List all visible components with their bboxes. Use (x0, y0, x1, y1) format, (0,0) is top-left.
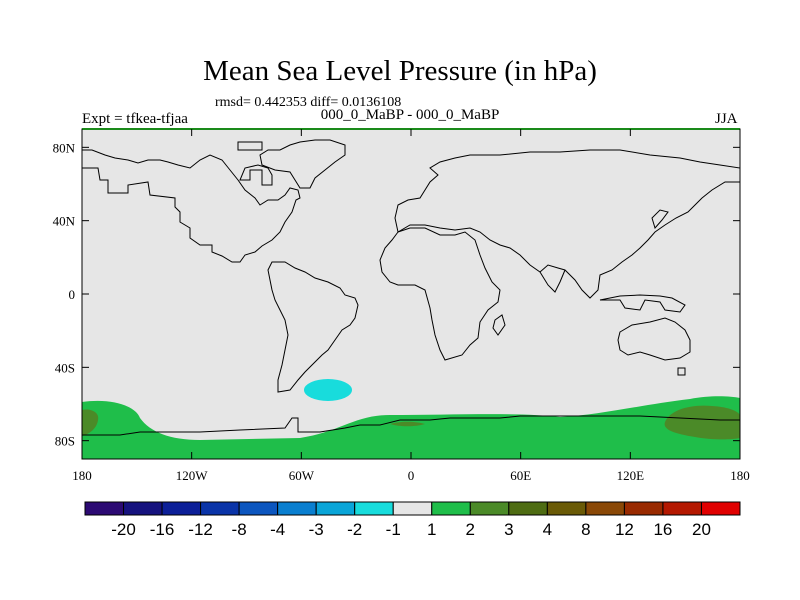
coast-maritime (599, 294, 686, 313)
y-tick-label: 40S (55, 360, 75, 375)
southern-ocean-anomaly-2to3 (82, 396, 740, 459)
colorbar-label: 1 (427, 520, 436, 539)
colorbar-swatch (315, 501, 356, 516)
colorbar-label: -8 (232, 520, 247, 539)
colorbar-swatch (84, 501, 125, 516)
period-label: 000_0_MaBP - 000_0_MaBP (320, 107, 500, 123)
colorbar-swatch (431, 501, 471, 516)
coast-australia (617, 317, 691, 361)
coast-antarctica (82, 415, 740, 436)
x-tick-label: 60E (510, 468, 531, 483)
colorbar-swatch (161, 501, 202, 516)
experiment-label: Expt = tfkea-tfjaa (82, 111, 188, 127)
colorbar-label: -12 (188, 520, 213, 539)
colorbar-label: 12 (615, 520, 634, 539)
colorbar-swatch (469, 501, 510, 516)
x-tick-label: 180 (730, 468, 750, 483)
colorbar-label: 8 (581, 520, 590, 539)
colorbar-swatch (623, 501, 664, 516)
colorbar-swatch (392, 501, 433, 516)
coast-new-zealand (677, 367, 686, 376)
coast-africa (379, 227, 501, 361)
colorbar-swatch (200, 501, 240, 516)
map-background (82, 129, 740, 459)
colorbar-label: -1 (386, 520, 401, 539)
colorbar-swatch (354, 501, 394, 516)
stats-text: rmsd= 0.442353 diff= 0.0136108 (215, 95, 402, 110)
colorbar-label: -20 (111, 520, 136, 539)
colorbar-swatch (585, 501, 625, 516)
colorbar-label: -16 (150, 520, 175, 539)
anomaly-3to4-west (82, 409, 99, 436)
y-axis-ticks: 80N 40N 0 40S 80S (53, 140, 740, 449)
y-tick-label: 0 (69, 287, 76, 302)
colorbar-label: 3 (504, 520, 513, 539)
coast-south-america (267, 261, 359, 393)
colorbar-label: 4 (543, 520, 552, 539)
y-tick-label: 80S (55, 434, 75, 449)
coastlines (82, 139, 741, 436)
colorbar-swatch (700, 501, 741, 516)
coast-north-america (82, 149, 301, 263)
coast-arctic-islands (237, 141, 273, 186)
x-tick-label: 0 (408, 468, 415, 483)
coast-japan (651, 209, 669, 230)
anomaly-3to4-east (664, 405, 740, 440)
colorbar: -20 -16 -12 -8 -4 -3 -2 -1 1 2 3 4 8 12 16 20 (84, 501, 741, 539)
coast-madagascar (492, 314, 506, 336)
colorbar-label: 16 (653, 520, 672, 539)
colorbar-swatch (546, 501, 587, 516)
colorbar-swatch (662, 501, 702, 516)
y-tick-label: 80N (53, 140, 76, 155)
colorbar-swatch (277, 501, 317, 516)
x-tick-label: 180 (72, 468, 92, 483)
anomaly-negative-patch (304, 379, 352, 401)
colorbar-swatch (508, 501, 548, 516)
x-tick-label: 120E (617, 468, 645, 483)
coast-eurasia (394, 149, 741, 299)
coast-greenland (259, 139, 346, 189)
season-label: JJA (715, 111, 738, 127)
colorbar-label: -2 (347, 520, 362, 539)
y-tick-label: 40N (53, 214, 76, 229)
colorbar-swatch (238, 501, 279, 516)
x-tick-label: 120W (176, 468, 209, 483)
colorbar-label: -4 (270, 520, 285, 539)
x-tick-label: 60W (289, 468, 315, 483)
anomaly-3to4-weddell (390, 421, 425, 427)
x-axis-ticks: 180 120W 60W 0 60E 120E 180 (72, 129, 750, 483)
map-panel: 180 120W 60W 0 60E 120E 180 80N 40N 0 40S 80S (53, 128, 750, 483)
colorbar-label: -3 (309, 520, 324, 539)
colorbar-label: 20 (692, 520, 711, 539)
coast-india (539, 269, 566, 293)
colorbar-swatch (123, 501, 163, 516)
map-title: Mean Sea Level Pressure (in hPa) (203, 55, 597, 87)
colorbar-label: 2 (466, 520, 475, 539)
